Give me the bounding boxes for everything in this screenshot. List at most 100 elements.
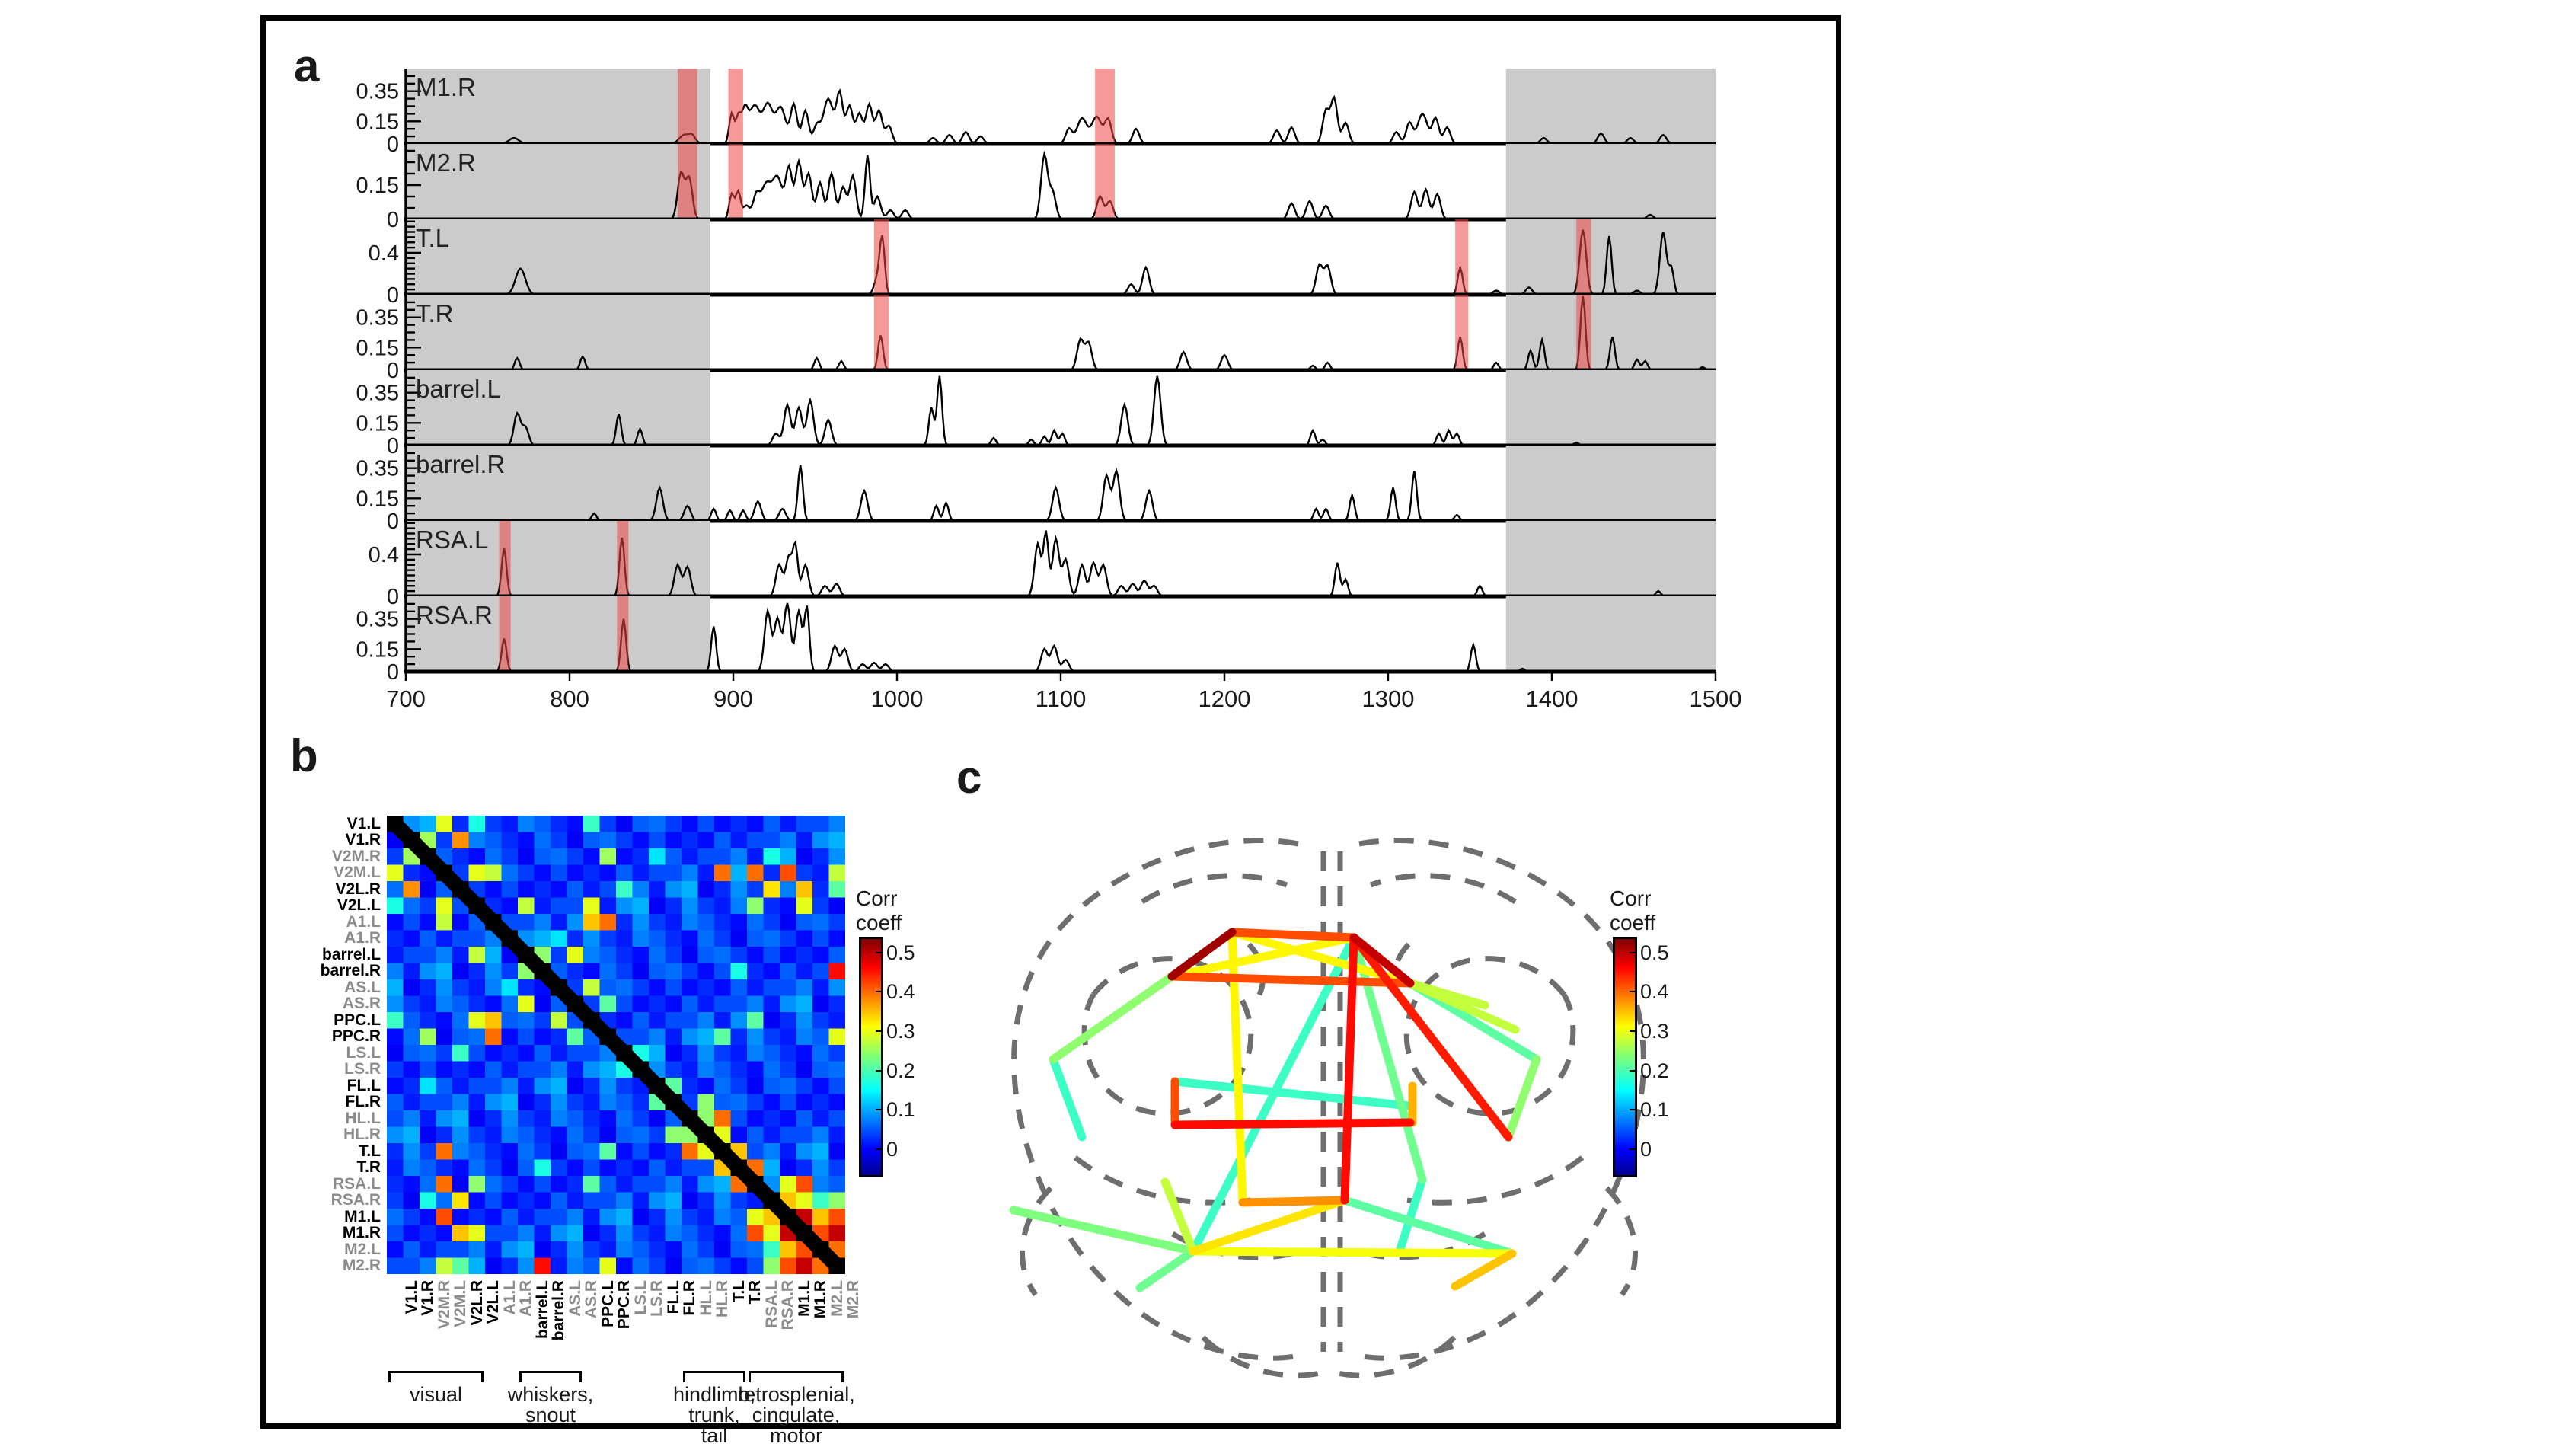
network-edge — [1406, 979, 1489, 1010]
matrix-row-label-LS.L: LS.L — [346, 1043, 381, 1062]
gray-epoch-band — [1505, 144, 1716, 219]
panel-c-colorbar-tick-label: 0.5 — [1640, 941, 1669, 964]
y-tick-label: 0 — [387, 208, 399, 232]
matrix-row-label-V2L.R: V2L.R — [335, 880, 381, 898]
network-edge — [1227, 928, 1247, 1207]
brain-outline-path — [1247, 942, 1266, 999]
panel-a-letter: a — [294, 40, 320, 91]
matrix-col-label-text: M2.L — [828, 1280, 846, 1317]
panel-b-colorbar-tick-label: 0.4 — [886, 980, 915, 1004]
panel-b-colorbar-title: Corr coeff — [856, 886, 902, 934]
group-bracket-whiskers, — [519, 1371, 582, 1382]
gray-epoch-band — [406, 370, 710, 446]
gray-epoch-band — [406, 69, 710, 144]
event-highlight-band — [873, 219, 889, 295]
event-highlight-band — [1576, 295, 1591, 370]
panel-b-colorbar-tick-label: 0 — [886, 1138, 899, 1161]
y-tick-label: 0.15 — [356, 110, 399, 134]
event-highlight-band — [617, 521, 629, 596]
matrix-row-label-barrel.R: barrel.R — [320, 962, 381, 980]
network-edge — [1395, 1175, 1427, 1256]
x-tick-label: 1500 — [1690, 685, 1742, 712]
group-label-line: cingulate, — [752, 1404, 841, 1426]
matrix-row-label-HL.R: HL.R — [343, 1126, 381, 1144]
network-edge — [1160, 1177, 1198, 1256]
network-edge — [1049, 1055, 1087, 1142]
brain-outline-path — [1406, 1155, 1585, 1206]
matrix-col-label-text: RSA.L — [762, 1280, 780, 1328]
matrix-col-label-text: LS.L — [631, 1280, 650, 1315]
y-tick-label: 0 — [387, 359, 399, 383]
network-edge — [1349, 933, 1415, 988]
network-edge — [1170, 1077, 1413, 1110]
matrix-col-label-text: PPC.L — [599, 1280, 617, 1327]
matrix-row-label-A1.R: A1.R — [344, 929, 381, 947]
panel-c-colorbar-tick-label: 0.3 — [1640, 1020, 1669, 1043]
matrix-row-label-T.L: T.L — [358, 1142, 381, 1160]
brain-outline-path — [1604, 1186, 1638, 1297]
brain-outline-path — [1141, 873, 1288, 904]
group-bracket-visual — [388, 1371, 484, 1382]
panel-c-brain-network — [1009, 838, 1646, 1378]
matrix-col-label-text: LS.R — [648, 1280, 666, 1317]
matrix-row-label-M2.R: M2.R — [342, 1257, 381, 1275]
event-highlight-band — [728, 144, 743, 219]
brain-outline-path — [1011, 838, 1300, 1361]
matrix-col-label-text: V1.L — [402, 1280, 420, 1314]
gray-epoch-band — [1505, 370, 1716, 446]
y-tick-label: 0.4 — [369, 543, 399, 567]
group-label-line: trunk, — [688, 1404, 740, 1426]
matrix-col-label-text: HL.L — [697, 1280, 715, 1316]
panel-b-colorbar-tick — [876, 1030, 882, 1032]
matrix-row-label-AS.R: AS.R — [342, 995, 381, 1013]
matrix-row-label-HL.L: HL.L — [345, 1109, 381, 1127]
matrix-row-label-AS.L: AS.L — [344, 978, 381, 996]
x-tick-label: 900 — [713, 685, 753, 712]
y-tick-label: 0 — [387, 585, 399, 609]
y-tick-label: 0 — [387, 509, 399, 534]
panel-b-colorbar-tick — [876, 991, 882, 993]
y-tick-label: 0.15 — [356, 336, 399, 360]
group-label-line: retrosplenial, — [737, 1383, 855, 1406]
event-highlight-band — [728, 69, 743, 144]
panel-a-trace-plots: 0.350.150M1.R0.150M2.R0.40T.L0.350.150T.… — [356, 69, 1742, 712]
matrix-col-label-text: HL.R — [713, 1280, 731, 1318]
gray-epoch-band — [406, 596, 710, 672]
network-edge — [1189, 1247, 1517, 1258]
network-edge — [1451, 1249, 1517, 1291]
y-tick-label: 0 — [387, 133, 399, 157]
event-highlight-band — [499, 521, 511, 596]
event-highlight-band — [1576, 219, 1591, 295]
group-bracket-hindlimb, — [683, 1371, 745, 1382]
x-tick-label: 800 — [550, 685, 589, 712]
heatmap-diagonal-overlay — [387, 816, 845, 1274]
gray-epoch-band — [406, 446, 710, 521]
y-tick-label: 0 — [387, 283, 399, 308]
x-tick-label: 1100 — [1036, 685, 1087, 712]
matrix-row-label-RSA.L: RSA.L — [333, 1174, 381, 1193]
group-label-line: snout — [525, 1404, 576, 1426]
matrix-col-label-text: PPC.R — [615, 1280, 633, 1330]
matrix-row-label-V2L.L: V2L.L — [337, 896, 381, 915]
row-label-RSA.R: RSA.R — [416, 601, 493, 629]
matrix-col-label-text: barrel.L — [533, 1280, 551, 1340]
panel-b-colorbar-tick-label: 0.3 — [886, 1020, 915, 1043]
brain-outline-path — [1073, 1155, 1251, 1206]
network-edge — [1340, 1196, 1517, 1258]
network-edge — [1049, 972, 1176, 1064]
network-edge — [1167, 933, 1358, 981]
panel-c-colorbar-tick — [1630, 1069, 1636, 1072]
matrix-row-label-T.R: T.R — [356, 1158, 381, 1177]
brain-outline-path — [1081, 956, 1254, 1116]
network-edge — [1009, 1206, 1198, 1256]
matrix-col-label-text: V2L.R — [468, 1280, 486, 1326]
matrix-col-label-text: M1.L — [795, 1280, 813, 1317]
brain-outline-path — [1020, 1186, 1053, 1297]
y-tick-label: 0.15 — [356, 174, 399, 198]
panel-b-colorbar-tick — [876, 1069, 882, 1072]
y-tick-label: 0.4 — [369, 241, 399, 266]
gray-epoch-band — [1505, 69, 1716, 144]
y-tick-label: 0.35 — [356, 382, 399, 406]
panel-b-colorbar-tick — [876, 1148, 882, 1150]
gray-epoch-band — [1505, 596, 1716, 672]
